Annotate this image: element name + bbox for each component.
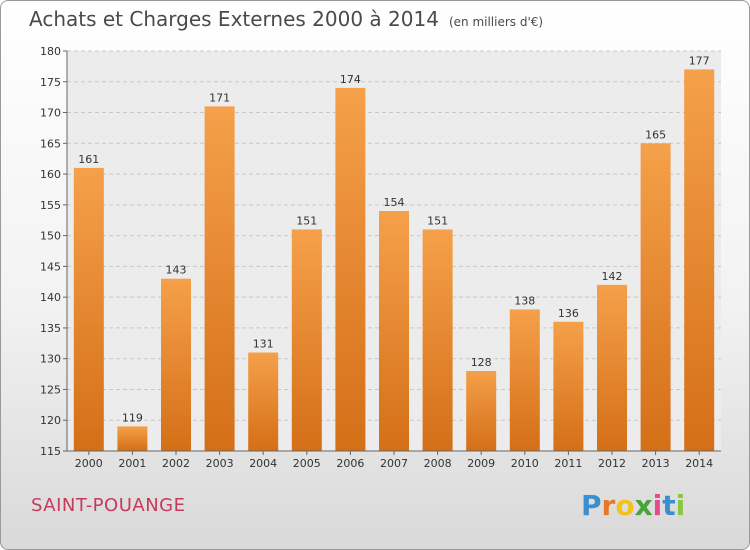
logo-letter: i <box>675 489 686 522</box>
y-tick-label: 135 <box>40 322 61 335</box>
bar-2009 <box>466 371 497 451</box>
bar-2007 <box>379 211 409 451</box>
bars: 161 119 143 171 131 151 174 154 151 128 138 136 142 1… <box>73 54 715 452</box>
y-tick-label: 170 <box>40 107 61 120</box>
x-tick-label-2014: 2014 <box>685 457 713 470</box>
y-tick-label: 120 <box>40 414 61 427</box>
bar-2012 <box>597 284 627 451</box>
chart-subtitle: (en milliers d'€) <box>448 15 544 29</box>
y-tick-label: 175 <box>40 76 61 89</box>
y-tick-label: 155 <box>40 199 61 212</box>
chart-title: Achats et Charges Externes 2000 à 2014 (e… <box>29 7 543 31</box>
x-axis: 2000 2001 2002 2003 2004 2005 2006 2007 2008 2009… <box>67 450 721 470</box>
bar-2001 <box>117 426 148 451</box>
y-tick-label: 130 <box>40 353 61 366</box>
x-tick-label-2013: 2013 <box>642 457 670 470</box>
bar-2008 <box>422 229 453 451</box>
x-tick-label-2007: 2007 <box>380 457 408 470</box>
data-label-2011: 136 <box>558 307 579 320</box>
y-tick-label: 180 <box>40 45 61 58</box>
bar-2003 <box>204 106 235 451</box>
logo-letter: t <box>662 489 676 522</box>
data-label-2003: 171 <box>209 91 230 104</box>
x-tick-label-2000: 2000 <box>75 457 103 470</box>
y-axis: 115 120 125 130 135 140 145 150 155 160 165 170 175 1… <box>40 45 68 458</box>
proxiti-logo: Proxiti <box>581 489 685 522</box>
data-label-2010: 138 <box>514 294 535 307</box>
y-tick-label: 165 <box>40 137 61 150</box>
data-label-2008: 151 <box>427 214 448 227</box>
x-tick-label-2009: 2009 <box>467 457 495 470</box>
bar-2006 <box>335 87 366 451</box>
logo-letter: x <box>634 489 653 522</box>
logo-letter: i <box>652 489 663 522</box>
y-tick-label: 145 <box>40 260 61 273</box>
bar-2000 <box>73 167 104 451</box>
data-label-2002: 143 <box>166 264 187 277</box>
logo-letter: o <box>615 489 635 522</box>
commune-name: SAINT-POUANGE <box>31 495 186 516</box>
bar-2004 <box>248 352 279 451</box>
y-tick-label: 150 <box>40 230 61 243</box>
data-label-2007: 154 <box>384 196 405 209</box>
logo-letter: P <box>581 489 602 522</box>
x-tick-label-2011: 2011 <box>554 457 582 470</box>
data-label-2000: 161 <box>78 153 99 166</box>
bar-2011 <box>553 321 584 451</box>
data-label-2005: 151 <box>296 214 317 227</box>
x-tick-label-2002: 2002 <box>162 457 190 470</box>
x-tick-label-2003: 2003 <box>206 457 234 470</box>
data-label-2012: 142 <box>602 270 623 283</box>
x-tick-label-2004: 2004 <box>249 457 277 470</box>
bar-2010 <box>509 309 540 451</box>
x-tick-label-2008: 2008 <box>424 457 452 470</box>
y-tick-label: 115 <box>40 445 61 458</box>
data-label-2001: 119 <box>122 411 143 424</box>
x-tick-label-2005: 2005 <box>293 457 321 470</box>
bar-2013 <box>640 143 671 452</box>
x-tick-label-2012: 2012 <box>598 457 626 470</box>
bar-2005 <box>291 229 322 451</box>
logo-letter: r <box>601 489 616 522</box>
chart-title-text: Achats et Charges Externes 2000 à 2014 <box>29 7 439 31</box>
data-label-2009: 128 <box>471 356 492 369</box>
data-label-2014: 177 <box>689 54 710 67</box>
data-label-2013: 165 <box>645 128 666 141</box>
bar-2002 <box>161 278 191 451</box>
data-label-2004: 131 <box>253 338 274 351</box>
x-tick-label-2001: 2001 <box>118 457 146 470</box>
y-tick-label: 140 <box>40 291 61 304</box>
x-tick-label-2006: 2006 <box>336 457 364 470</box>
data-label-2006: 174 <box>340 73 361 86</box>
y-tick-label: 160 <box>40 168 61 181</box>
x-tick-label-2010: 2010 <box>511 457 539 470</box>
y-tick-label: 125 <box>40 383 61 396</box>
bar-2014 <box>684 69 715 451</box>
